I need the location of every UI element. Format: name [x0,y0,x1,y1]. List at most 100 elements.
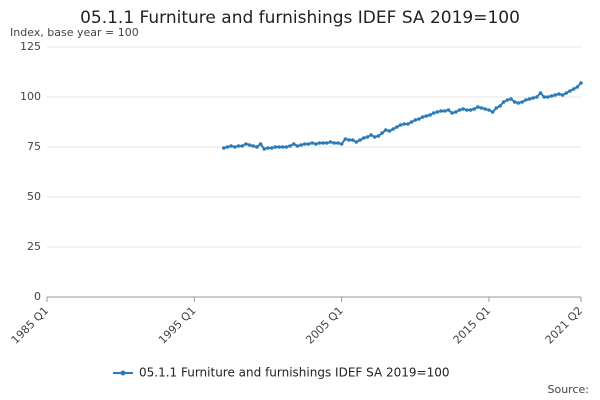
point [417,117,421,121]
point [523,98,528,102]
point [520,100,524,104]
point [317,141,322,145]
point [236,144,241,148]
point [343,137,348,141]
point [512,100,517,104]
point [535,95,539,99]
point [339,142,344,146]
point [516,101,521,105]
point [391,127,395,131]
point [255,145,259,149]
y-tick-label: 125 [20,40,41,53]
point [420,115,425,119]
point [446,108,451,112]
point [332,141,337,145]
point [568,89,572,93]
point [457,108,462,112]
point [336,141,340,145]
point [365,135,370,139]
point [258,142,263,146]
point [409,120,414,124]
x-tick-label: 2021 Q2 [543,304,586,347]
point [372,135,377,139]
point [428,113,432,117]
point [380,131,384,135]
point [395,125,399,129]
point [321,141,326,145]
x-tick-label: 2015 Q1 [451,304,494,347]
point [509,97,513,101]
point [538,91,543,95]
point [398,123,403,127]
y-axis-label: Index, base year = 100 [10,26,139,39]
point [347,138,351,142]
point [277,145,281,149]
point [262,147,267,151]
point [299,143,303,147]
x-tick-label: 2005 Q1 [303,304,346,347]
point [406,122,410,126]
y-tick-label: 75 [27,140,41,153]
point [387,129,392,133]
point [439,109,443,113]
y-tick-label: 100 [20,90,41,103]
legend-marker [120,370,126,376]
y-tick-label: 0 [34,290,41,303]
point [531,96,535,100]
x-tick-label: 1985 Q1 [9,304,52,347]
point [369,133,373,137]
point [498,104,502,108]
source: Source: [548,383,590,396]
point [402,122,407,126]
point [244,142,248,146]
point [350,138,355,142]
point [240,144,244,148]
point [424,114,429,118]
point [483,107,488,111]
point [358,138,362,142]
point [549,94,554,98]
point [247,143,252,147]
point [560,93,565,97]
point [251,144,256,148]
point [384,128,388,132]
point [575,85,580,89]
point [527,97,532,101]
point [505,98,510,102]
point [571,87,576,91]
chart-title: 05.1.1 Furniture and furnishings IDEF SA… [80,8,520,28]
point [284,145,289,149]
point [542,95,546,99]
point [442,109,447,113]
point [325,141,329,145]
point [461,107,465,111]
point [225,145,230,149]
point [501,100,506,104]
point [310,141,314,145]
point [221,146,226,150]
point [229,144,233,148]
point [468,108,473,112]
x-tick-label: 1995 Q1 [156,304,199,347]
point [413,118,418,122]
point [435,110,440,114]
point [579,81,583,85]
point [302,142,307,146]
point [553,93,558,97]
series-line [223,82,582,151]
point [476,105,480,109]
point [295,144,300,148]
point [494,106,499,110]
point [487,108,491,112]
point [233,145,237,149]
point [361,136,366,140]
point [465,108,469,112]
point [273,145,278,149]
point [306,142,311,146]
legend-label: 05.1.1 Furniture and furnishings IDEF SA… [139,366,449,380]
point [266,146,270,150]
point [354,140,359,144]
y-tick-label: 25 [27,240,41,253]
point [328,140,333,144]
